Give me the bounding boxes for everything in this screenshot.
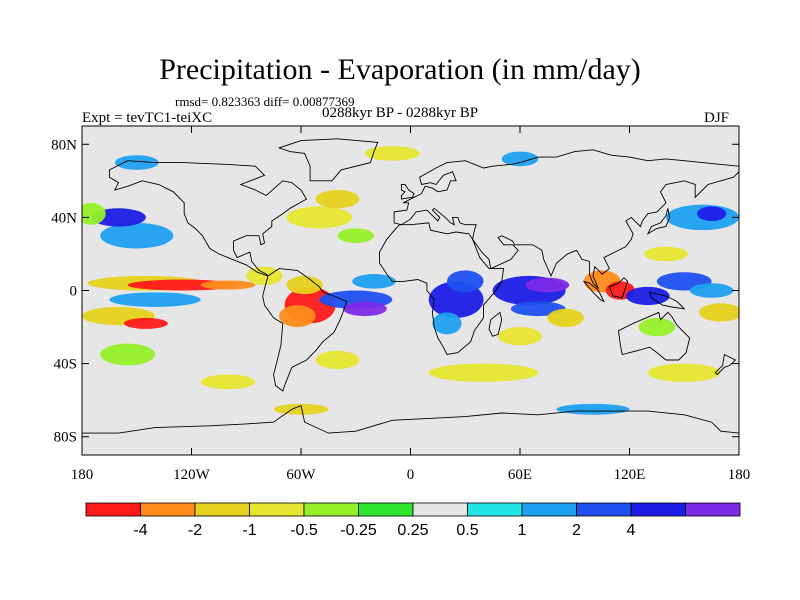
coastline-antarctica	[82, 404, 739, 455]
coastline-eurasia	[393, 149, 739, 290]
lat-tick-label: 80N	[51, 137, 77, 153]
anomaly-region	[625, 286, 670, 306]
anomaly-region	[286, 275, 323, 295]
anomaly-region	[698, 303, 739, 322]
coastline-japan	[646, 208, 671, 235]
anomaly-region	[364, 146, 420, 161]
coastline-greenland	[277, 138, 379, 182]
anomaly-region	[501, 151, 539, 167]
lat-tick-label: 40N	[51, 210, 77, 226]
anomaly-region	[82, 202, 106, 225]
anomaly-region	[342, 301, 387, 317]
colorbar-box	[685, 502, 741, 517]
lon-tick-label: 120E	[614, 467, 646, 483]
colorbar-label: 0.5	[456, 522, 478, 539]
lon-tick-label: 60W	[286, 467, 316, 483]
anomaly-region	[432, 312, 462, 335]
anomaly-region	[100, 222, 174, 249]
anomaly-region	[315, 350, 360, 370]
anomaly-region	[547, 308, 584, 328]
anomaly-region	[200, 280, 256, 290]
anomaly-region	[647, 363, 721, 382]
anomaly-region	[279, 305, 316, 328]
colorbar-box	[140, 502, 196, 517]
colorbar-box	[85, 502, 141, 517]
anomaly-region	[498, 327, 542, 346]
colorbar-box	[358, 502, 414, 517]
anomaly-region	[644, 246, 688, 262]
anomaly-region	[352, 274, 396, 289]
anomaly-region	[428, 363, 539, 382]
anomaly-region	[689, 283, 734, 298]
experiment-label: Expt = tevTC1-teiXC	[82, 110, 213, 126]
anomaly-region	[100, 343, 155, 366]
lon-tick-label: 180	[71, 467, 94, 483]
coastline-new-guinea	[648, 291, 686, 310]
anomaly-region	[638, 317, 676, 337]
anomaly-region	[315, 189, 360, 209]
coastline-north-america	[108, 160, 308, 277]
lon-tick-label: 60E	[508, 467, 532, 483]
colorbar-box	[303, 502, 359, 517]
lat-tick-label: 0	[70, 284, 78, 300]
stats-text: rmsd= 0.823363 diff= 0.00877369	[175, 94, 355, 109]
colorbar-label: -1	[242, 522, 256, 539]
colorbar-label: 2	[572, 522, 581, 539]
lat-tick-label: 40S	[54, 357, 77, 373]
coastline-australia	[618, 311, 691, 361]
colorbar-label: 1	[518, 522, 527, 539]
colorbar-box	[249, 502, 305, 517]
colorbar-label: 0.25	[397, 522, 428, 539]
colorbar-label: -2	[188, 522, 202, 539]
anomaly-region	[697, 206, 727, 222]
coastline-uk	[400, 184, 415, 200]
season-label: DJF	[704, 110, 730, 126]
coastline-new-zealand	[714, 353, 737, 376]
anomaly-region	[114, 155, 159, 170]
colorbar-box	[467, 502, 523, 517]
colorbar-box	[521, 502, 577, 517]
colorbar-label: -0.5	[290, 522, 318, 539]
axis-ticks: 80N 40N 0 40S 80S 180 120W 60W 0 60E 120E 180	[51, 126, 750, 483]
period-label: 0288kyr BP - 0288kyr BP	[322, 105, 479, 121]
lon-tick-label: 180	[728, 467, 751, 483]
anomaly-region	[525, 277, 570, 293]
coastline-africa	[379, 222, 505, 356]
colorbar-label: -0.25	[340, 522, 377, 539]
coastline-south-america	[262, 268, 348, 392]
colorbar-box	[630, 502, 686, 517]
colorbar-label: 4	[627, 522, 636, 539]
lon-tick-label: 120W	[173, 467, 211, 483]
colorbar-box	[576, 502, 632, 517]
anomaly-region	[447, 270, 484, 293]
colorbar-label: -4	[133, 522, 147, 539]
coastline-sumatra	[582, 280, 605, 303]
anomaly-region	[200, 374, 256, 390]
lat-tick-label: 80S	[54, 430, 77, 446]
colorbar-box	[412, 502, 468, 517]
colorbar: -4 -2 -1 -0.5 -0.25 0.25 0.5 1 2 4	[85, 502, 741, 539]
anomaly-region	[123, 317, 168, 329]
map-title: Precipitation - Evaporation (in mm/day)	[159, 53, 641, 86]
coastline-layer	[82, 138, 739, 455]
anomaly-region	[337, 228, 374, 243]
coastline-borneo	[608, 277, 629, 299]
anomaly-region	[556, 403, 630, 415]
lon-tick-label: 0	[407, 467, 415, 483]
anomaly-region	[109, 292, 201, 307]
anomaly-region	[286, 206, 353, 229]
colorbar-box	[194, 502, 250, 517]
coastline-madagascar	[488, 311, 503, 337]
anomaly-layer	[82, 146, 739, 415]
